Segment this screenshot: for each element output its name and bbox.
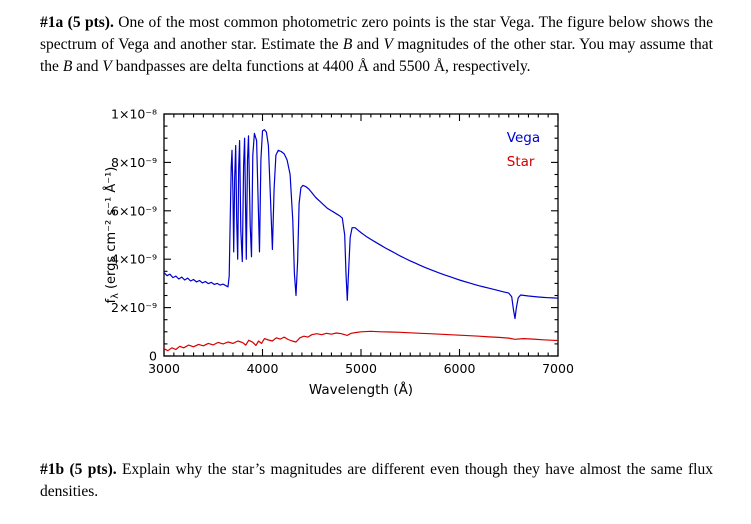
y-tick-label: 6×10⁻⁹ (111, 203, 157, 218)
y-tick-label: 0 (149, 349, 157, 364)
x-tick-label: 6000 (444, 361, 476, 376)
text-segment: B (342, 36, 353, 53)
text-segment: and (352, 36, 384, 53)
spectrum-figure: 3000 4000 5000 6000 7000 0 2×10⁻⁹ 4×10⁻⁹ 6×10⁻⁹ 8… (98, 102, 578, 409)
x-tick-label: 4000 (247, 361, 279, 376)
y-label-prefix: f (104, 298, 119, 303)
y-label-suffix: (ergs cm⁻² s⁻¹ Å⁻¹) (103, 167, 119, 294)
vega-spectrum-curve (163, 129, 559, 320)
tick-marks (163, 113, 559, 357)
tick-labels: 3000 4000 5000 6000 7000 0 2×10⁻⁹ 4×10⁻⁹ 6×10⁻⁹ 8… (111, 107, 574, 377)
star-spectrum-curve (163, 330, 559, 352)
text-segment: and (72, 58, 103, 75)
axes-frame (163, 113, 559, 357)
text-segment: Explain why the star’s magnitudes are di… (40, 461, 713, 500)
text-segment: V (383, 36, 393, 53)
y-label-subscript: λ (110, 293, 121, 299)
y-tick-label: 1×10⁻⁸ (111, 107, 157, 122)
text-segment: #1a (5 pts). (40, 14, 114, 31)
y-tick-label: 8×10⁻⁹ (111, 155, 157, 170)
y-tick-label: 4×10⁻⁹ (111, 252, 157, 267)
problem-1a-text: #1a (5 pts). One of the most common phot… (40, 12, 713, 78)
y-tick-label: 2×10⁻⁹ (111, 300, 157, 315)
x-tick-label: 7000 (542, 361, 574, 376)
x-axis-label: Wavelength (Å) (309, 381, 413, 398)
legend-label-vega: Vega (507, 130, 540, 146)
x-tick-label: 5000 (345, 361, 377, 376)
x-tick-label: 3000 (148, 361, 180, 376)
spectrum-chart: 3000 4000 5000 6000 7000 0 2×10⁻⁹ 4×10⁻⁹ 6×10⁻⁹ 8… (103, 107, 574, 399)
legend-label-star: Star (507, 154, 535, 170)
text-segment: magnitudes of the other star. You may as… (40, 36, 713, 75)
text-segment: B (62, 58, 73, 75)
y-axis-label: fλ (ergs cm⁻² s⁻¹ Å⁻¹) (103, 167, 121, 304)
text-segment: V (102, 58, 112, 75)
problem-1b-text: #1b (5 pts). Explain why the star’s magn… (40, 459, 713, 503)
text-segment: bandpasses are delta functions at 4400 Å… (111, 58, 531, 75)
text-segment: One of the most common photometric zero … (40, 14, 714, 53)
text-segment: #1b (5 pts). (40, 461, 117, 478)
